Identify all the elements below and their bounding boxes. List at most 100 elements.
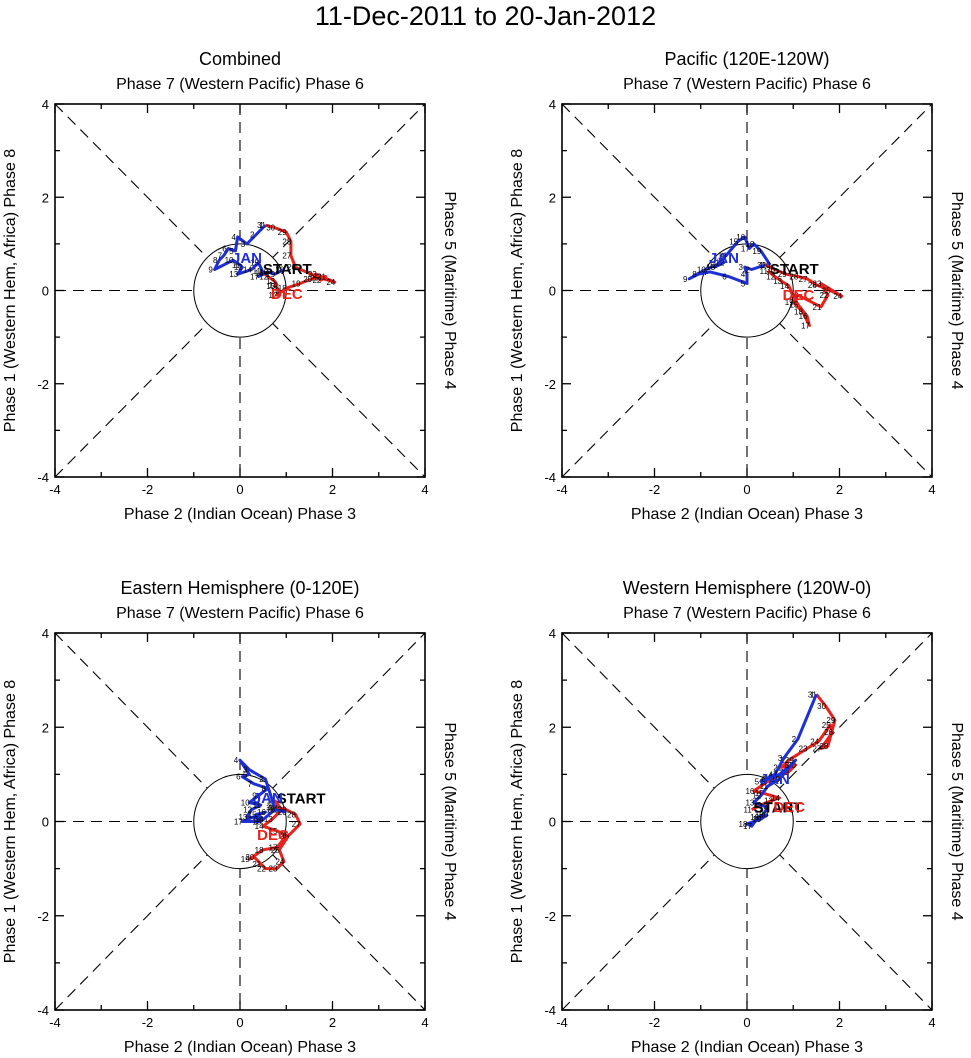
day-label: 30	[266, 224, 275, 233]
day-label: 25	[822, 721, 831, 730]
day-label: 4	[741, 270, 746, 279]
day-label: 8	[262, 785, 267, 794]
day-label: 17	[801, 321, 810, 330]
day-label: 29	[278, 228, 287, 237]
day-label: 16	[257, 808, 266, 817]
day-label: 30	[766, 266, 775, 275]
left-phase-label: Phase 1 (Western Hem, Africa) Phase 8	[509, 680, 526, 963]
day-label: 18	[259, 268, 268, 277]
jan-label: JAN	[232, 250, 262, 267]
day-label: 11	[760, 267, 769, 276]
y-tick-label: 0	[42, 284, 49, 299]
day-label: 19	[241, 855, 250, 864]
start-label: START	[754, 800, 803, 817]
day-label: 14	[255, 822, 264, 831]
top-phase-label: Phase 7 (Western Pacific) Phase 6	[116, 605, 364, 622]
unit-circle	[700, 773, 794, 870]
phase-diagram-2: Pacific (120E-120W) Phase 7 (Western Paci…	[509, 49, 965, 523]
series-line-jan	[687, 235, 772, 285]
day-label: 7	[704, 268, 709, 277]
day-label: 15	[755, 810, 764, 819]
day-label: 12	[715, 259, 724, 268]
day-label: 12	[752, 792, 761, 801]
diagonal-line	[561, 632, 933, 1011]
day-label: 14	[718, 252, 727, 261]
jan-label: JAN	[709, 250, 739, 267]
diagonal-line	[54, 632, 426, 1011]
left-phase-label: Phase 1 (Western Hem, Africa) Phase 8	[2, 149, 19, 432]
day-label: 5	[741, 280, 746, 289]
day-label: 31	[808, 690, 817, 699]
day-label: 11	[253, 267, 262, 276]
day-label: 11	[232, 261, 241, 270]
day-label: 19	[292, 280, 301, 289]
day-label: 19	[752, 815, 761, 824]
day-label: 15	[269, 827, 278, 836]
day-label: 22	[819, 291, 828, 300]
panel-title: Pacific (120E-120W)	[664, 49, 829, 69]
x-tick-label: -2	[142, 1015, 154, 1030]
day-label: 16	[255, 269, 264, 278]
day-label: 2	[792, 735, 797, 744]
day-label: 4	[769, 770, 774, 779]
top-phase-label: Phase 7 (Western Pacific) Phase 6	[623, 605, 871, 622]
left-phase-label: Phase 1 (Western Hem, Africa) Phase 8	[2, 680, 19, 963]
y-tick-label: -2	[544, 377, 556, 392]
day-label: 16	[278, 832, 287, 841]
x-tick-label: 0	[236, 482, 243, 497]
x-tick-label: -2	[649, 482, 661, 497]
y-tick-label: -2	[544, 909, 556, 924]
day-label: 14	[243, 266, 252, 275]
x-tick-label: 2	[836, 482, 843, 497]
day-label: 10	[241, 799, 250, 808]
y-tick-label: 4	[42, 626, 49, 641]
y-tick-label: 2	[549, 190, 556, 205]
day-label: 15	[789, 300, 798, 309]
series-line-dec	[259, 223, 337, 297]
day-label: 20	[762, 261, 771, 270]
day-label: 13	[229, 270, 238, 279]
day-label: 26	[280, 832, 289, 841]
day-label: 12	[234, 263, 243, 272]
y-tick-label: -4	[37, 1003, 49, 1018]
day-label: 24	[326, 278, 335, 287]
day-label: 23	[799, 744, 808, 753]
day-label: 12	[752, 801, 761, 810]
right-phase-label: Phase 5 (Maritime) Phase 4	[441, 191, 458, 389]
day-label: 8	[692, 270, 697, 279]
panel-title: Eastern Hemisphere (0-120E)	[120, 578, 359, 598]
day-label: 14	[759, 803, 768, 812]
day-label: 25	[310, 273, 319, 282]
day-label: 2	[259, 775, 264, 784]
day-label: 4	[234, 756, 239, 765]
bottom-phase-label: Phase 2 (Indian Ocean) Phase 3	[124, 1039, 356, 1056]
day-label: 15	[266, 282, 275, 291]
day-label: 26	[287, 263, 296, 272]
day-label: 5	[755, 777, 760, 786]
day-label: 1	[810, 690, 815, 699]
day-label: 29	[826, 716, 835, 725]
series-line-dec	[764, 263, 844, 327]
day-label: 27	[799, 275, 808, 284]
series-line-dec	[247, 799, 302, 871]
y-tick-label: 0	[549, 815, 556, 830]
day-label: 20	[245, 853, 254, 862]
day-label: 28	[789, 273, 798, 282]
day-label: 28	[282, 238, 291, 247]
day-label: 7	[218, 252, 223, 261]
x-tick-label: -4	[556, 482, 568, 497]
day-label: 12	[766, 273, 775, 282]
day-label: 6	[722, 273, 727, 282]
x-tick-label: 2	[329, 482, 336, 497]
day-label: 15	[250, 259, 259, 268]
day-label: 18	[794, 307, 803, 316]
series-line-dec	[750, 693, 837, 812]
day-label: 11	[743, 806, 752, 815]
bottom-phase-label: Phase 2 (Indian Ocean) Phase 3	[631, 506, 863, 523]
day-label: 20	[278, 808, 287, 817]
day-label: 13	[745, 799, 754, 808]
day-label: 9	[683, 275, 688, 284]
x-tick-label: -2	[649, 1015, 661, 1030]
day-label: 30	[817, 702, 826, 711]
